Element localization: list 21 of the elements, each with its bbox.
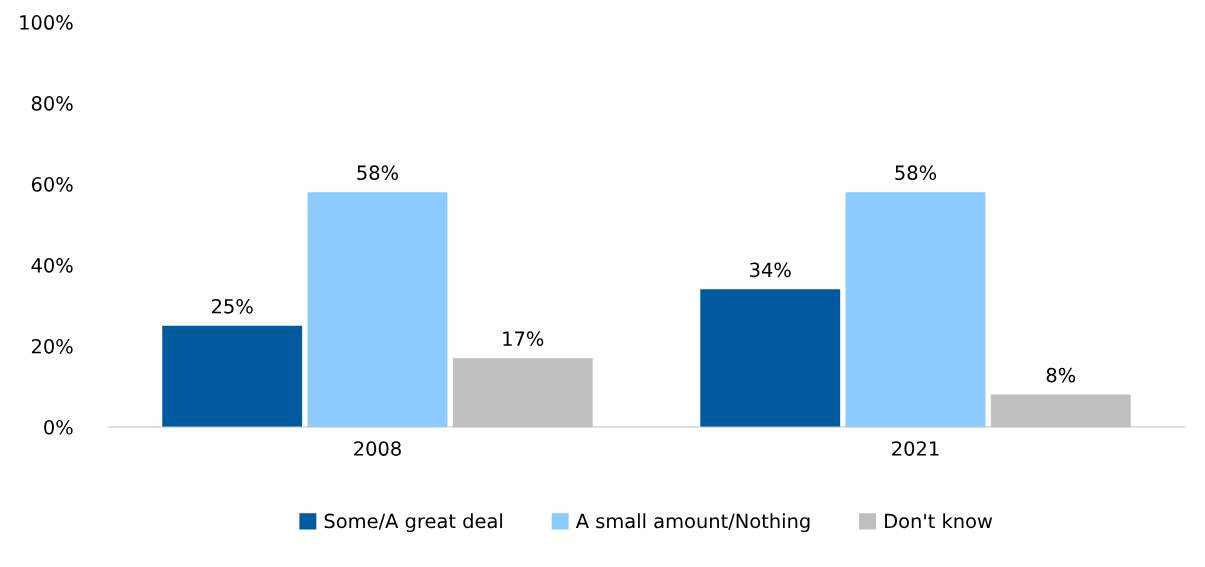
bar (700, 289, 841, 427)
bar (307, 192, 448, 427)
y-tick-label: 80% (31, 96, 73, 111)
x-tick-label: 2021 (892, 441, 939, 456)
legend-label: Don't know (885, 513, 993, 529)
data-label: 58% (895, 165, 937, 181)
bar (162, 325, 303, 427)
data-label: 8% (1046, 367, 1076, 383)
data-label: 58% (357, 165, 398, 181)
y-tick-label: 100% (20, 15, 73, 30)
y-tick-label: 0% (44, 419, 73, 435)
y-tick-label: 40% (31, 257, 73, 273)
y-tick-label: 20% (31, 338, 73, 354)
y-tick-label: 60% (31, 177, 73, 192)
legend-label: A small amount/Nothing (575, 513, 810, 533)
bar (845, 192, 986, 427)
data-label: 17% (503, 331, 544, 347)
legend-label: Some/A great deal (324, 513, 502, 533)
data-label: 25% (212, 298, 253, 314)
data-label: 34% (750, 262, 791, 278)
x-tick-label: 2008 (354, 441, 401, 456)
